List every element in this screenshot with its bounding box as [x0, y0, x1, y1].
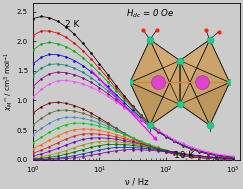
Text: 2 K: 2 K — [65, 20, 79, 29]
Polygon shape — [130, 40, 180, 82]
Y-axis label: $\chi_M$'' / cm$^3$ mol$^{-1}$: $\chi_M$'' / cm$^3$ mol$^{-1}$ — [3, 51, 15, 111]
Polygon shape — [130, 40, 180, 104]
Polygon shape — [130, 60, 180, 125]
Polygon shape — [180, 40, 230, 82]
Polygon shape — [180, 40, 210, 104]
Polygon shape — [180, 60, 230, 125]
Polygon shape — [150, 40, 180, 104]
Polygon shape — [130, 82, 180, 125]
Polygon shape — [150, 60, 180, 125]
Polygon shape — [180, 60, 210, 125]
Text: 10 K: 10 K — [174, 151, 194, 160]
Polygon shape — [180, 82, 230, 125]
Polygon shape — [180, 40, 230, 104]
X-axis label: ν / Hz: ν / Hz — [125, 177, 148, 186]
Text: H$_{dc}$ = 0 Oe: H$_{dc}$ = 0 Oe — [126, 8, 175, 20]
